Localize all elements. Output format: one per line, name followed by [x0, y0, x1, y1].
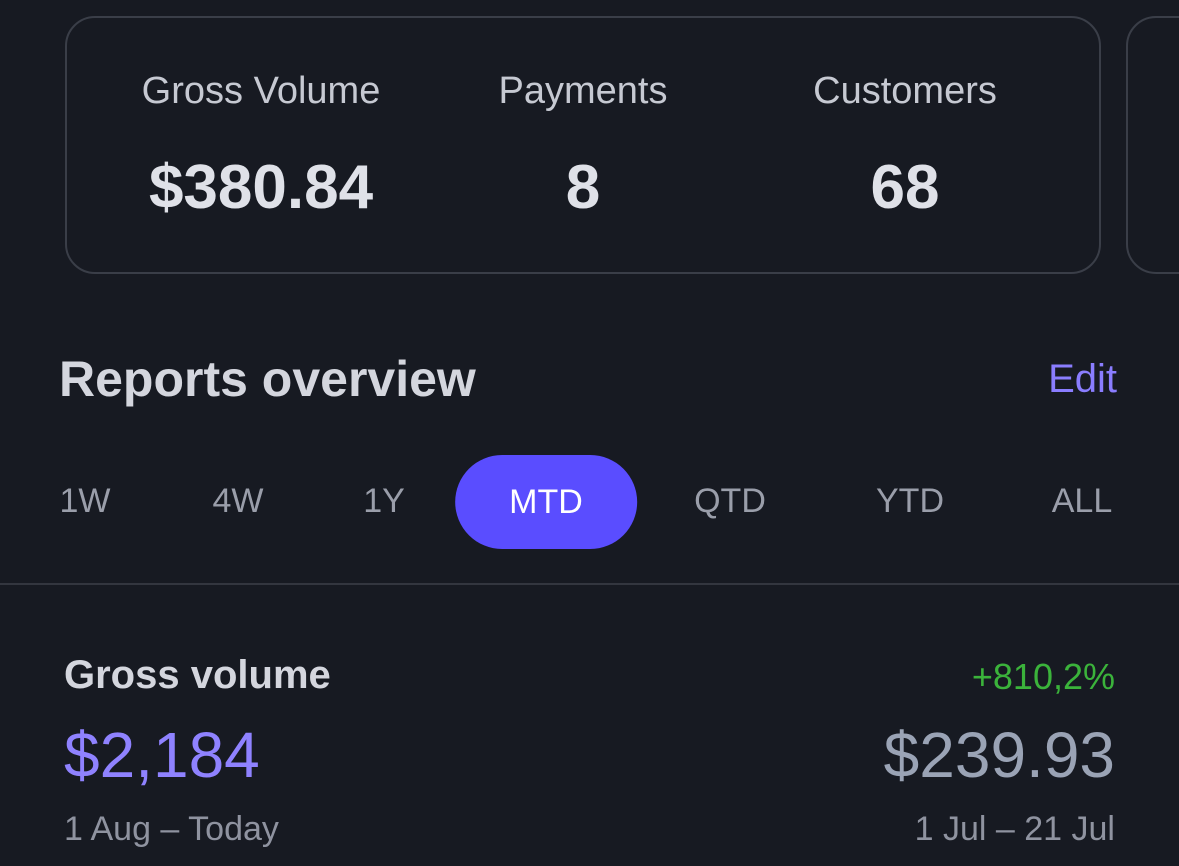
period-tab[interactable]: 1Y	[363, 482, 405, 520]
stats-card	[65, 16, 1101, 274]
period-tab[interactable]: 1W	[59, 482, 111, 520]
period-tab[interactable]: 4W	[212, 482, 264, 520]
current-value: $2,184	[64, 719, 260, 791]
previous-period: 1 Jul – 21 Jul	[914, 810, 1115, 848]
period-tab[interactable]: ALL	[1051, 482, 1113, 520]
previous-value: $239.93	[883, 719, 1115, 791]
divider	[0, 583, 1179, 585]
change: +810,2%	[971, 656, 1115, 697]
period-tab[interactable]: YTD	[876, 482, 944, 520]
next-card	[1126, 16, 1179, 274]
stat-label: Customers	[813, 70, 997, 112]
stat-value: 68	[870, 153, 940, 222]
section-title: Reports overview	[59, 351, 476, 407]
edit-button[interactable]: Edit	[1048, 357, 1117, 401]
period-tab[interactable]: MTD	[455, 455, 637, 549]
current-period: 1 Aug – Today	[64, 810, 279, 848]
stat-value: 8	[565, 153, 601, 222]
stat-label: Payments	[498, 70, 668, 112]
period-tab[interactable]: QTD	[694, 482, 766, 520]
stat-label: Gross Volume	[141, 70, 381, 112]
report-title: Gross volume	[64, 653, 331, 697]
stat-value: $380.84	[148, 153, 374, 222]
